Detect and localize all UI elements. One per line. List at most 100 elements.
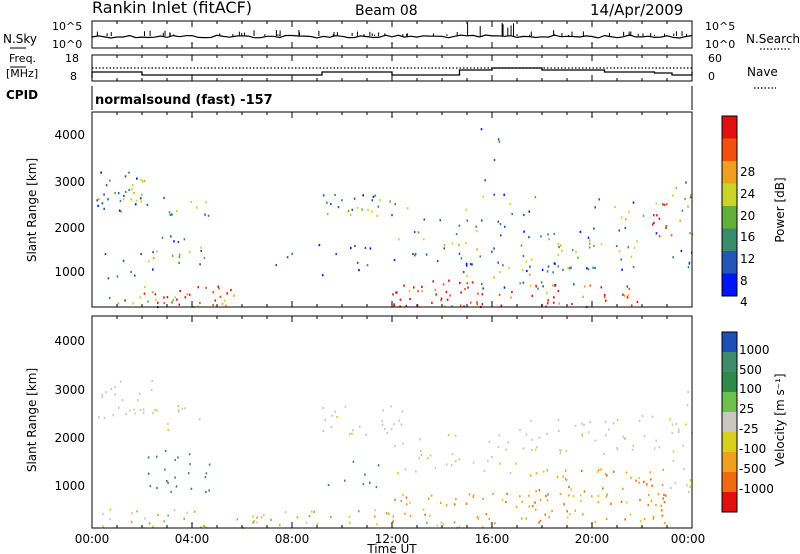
power-cell	[688, 262, 691, 265]
power-cell	[586, 267, 588, 270]
beam-label: Beam 08	[355, 3, 418, 19]
velocity-cell	[139, 409, 142, 412]
power-cell	[615, 245, 618, 248]
power-cell	[199, 263, 201, 266]
velocity-cell	[313, 510, 315, 513]
velocity-cell	[401, 410, 404, 413]
velocity-cell	[509, 472, 512, 475]
power-cell	[186, 293, 189, 296]
power-cell	[552, 301, 555, 304]
power-cell	[465, 208, 467, 211]
power-heatmap	[96, 128, 694, 309]
power-cell	[618, 229, 621, 232]
power-cell	[163, 296, 165, 299]
power-cell	[179, 289, 181, 293]
power-cell	[497, 220, 500, 223]
velocity-cell	[125, 413, 127, 416]
velocity-cell	[365, 433, 368, 436]
power-cell	[502, 264, 504, 267]
power-cell	[443, 247, 446, 250]
noise-sky-line	[91, 34, 693, 39]
velocity-cell	[602, 487, 604, 490]
power-cell	[503, 193, 505, 196]
power-cell	[379, 199, 381, 202]
velocity-cell	[377, 464, 380, 467]
power-cell	[670, 234, 673, 237]
velocity-cell	[404, 468, 407, 471]
power-cell	[214, 299, 217, 302]
velocity-cell	[674, 481, 677, 485]
power-cell	[197, 305, 199, 308]
velocity-cell	[531, 505, 534, 508]
power-cell	[626, 285, 629, 288]
velocity-cell	[400, 499, 402, 502]
velocity-cell	[336, 416, 338, 419]
velocity-cell	[386, 431, 388, 435]
velocity-cell	[625, 501, 628, 504]
power-cell	[439, 219, 442, 222]
power-cell	[140, 253, 142, 256]
power-cell	[183, 238, 186, 241]
velocity-cell	[382, 409, 384, 412]
power-cell	[588, 239, 591, 242]
power-cell	[460, 291, 462, 294]
power-cell	[361, 208, 363, 211]
velocity-cell	[687, 390, 689, 393]
power-cell	[547, 233, 549, 236]
power-cell	[655, 232, 658, 235]
power-cell	[135, 199, 138, 202]
power-cell	[414, 254, 416, 257]
power-cell	[322, 194, 325, 197]
power-cell	[523, 213, 525, 217]
velocity-cell	[344, 479, 346, 482]
velocity-cell	[454, 434, 457, 437]
velocity-cell	[557, 419, 560, 422]
power-cell	[459, 304, 462, 307]
velocity-cell	[188, 453, 191, 456]
velocity-cell	[208, 489, 210, 492]
power-cell	[226, 292, 228, 295]
power-colorbar-ticks: 28 24 20 16 12 8 4 Power [dB]	[740, 165, 787, 309]
velocity-cell	[409, 514, 412, 518]
velocity-cell	[494, 522, 496, 525]
power-cell	[475, 230, 478, 233]
velocity-cell	[198, 418, 201, 421]
velocity-colorbar-swatch	[722, 452, 737, 473]
power-cell	[598, 198, 600, 201]
power-cell	[286, 256, 289, 259]
velocity-cell	[638, 481, 640, 484]
velocity-colorbar-swatch	[722, 392, 737, 413]
station-title: Rankin Inlet (fitACF)	[92, 0, 252, 17]
power-cell	[107, 198, 109, 201]
power-cell	[349, 213, 352, 217]
power-cell	[376, 214, 378, 217]
velocity-cell	[102, 525, 104, 528]
velocity-cell	[418, 457, 420, 460]
power-cell	[627, 246, 630, 249]
power-cell	[476, 301, 478, 304]
velocity-cell	[546, 432, 548, 435]
power-cell	[133, 274, 136, 277]
velocity-cell	[482, 526, 484, 529]
velocity-cell	[252, 521, 254, 524]
velocity-cell	[525, 433, 528, 436]
power-cell	[163, 302, 166, 305]
velocity-cell	[170, 490, 172, 493]
power-cell	[557, 242, 560, 246]
power-cell	[618, 250, 621, 253]
velocity-cell	[515, 506, 518, 509]
velocity-cell	[364, 473, 366, 476]
velocity-cell	[582, 513, 584, 516]
velocity-cell	[671, 431, 673, 434]
velocity-cell	[581, 433, 584, 436]
power-cell	[469, 263, 472, 266]
velocity-cell	[525, 517, 528, 520]
power-cell	[354, 244, 356, 248]
velocity-cell	[519, 428, 521, 432]
power-cell	[573, 283, 575, 286]
power-cell	[553, 283, 556, 286]
velocity-cell	[428, 514, 431, 517]
power-cell	[154, 293, 157, 296]
power-cell	[493, 247, 495, 250]
